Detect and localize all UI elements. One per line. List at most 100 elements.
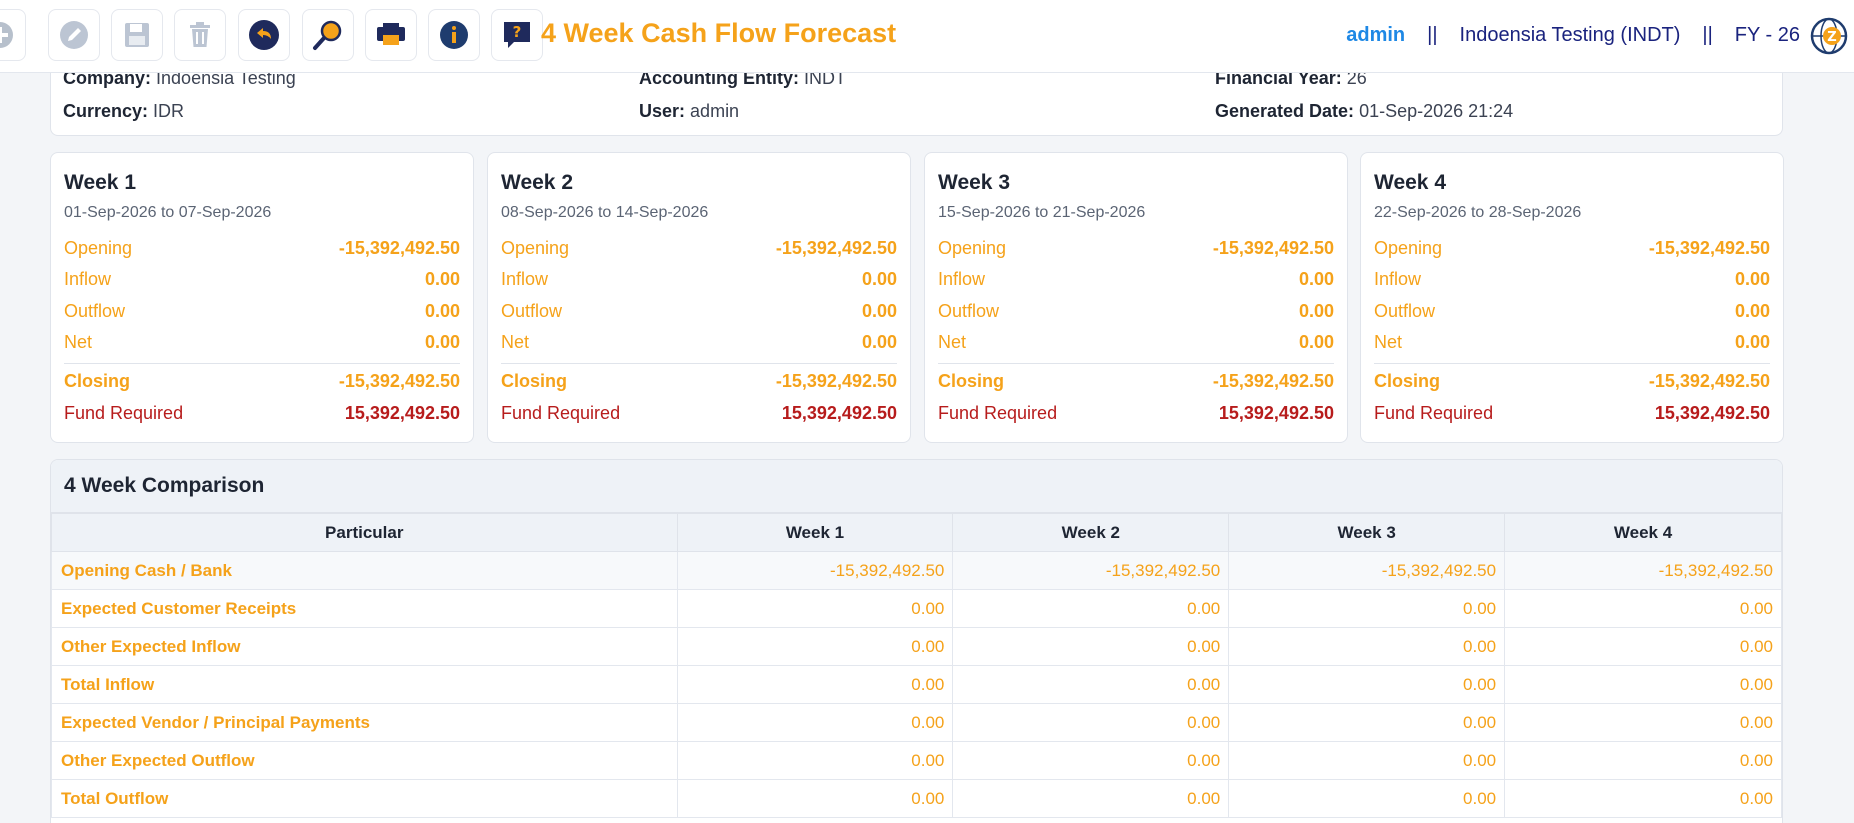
divider [1374,363,1770,364]
generated-date-info: Generated Date: 01-Sep-2026 21:24 [1215,101,1513,122]
week-value-cell: 0.00 [1504,779,1782,818]
week-outflow-value: 0.00 [1298,301,1334,321]
current-entity[interactable]: Indoensia Testing (INDT) [1459,24,1681,46]
back-button[interactable] [238,9,290,61]
week-closing-label: Closing [501,371,567,391]
print-button[interactable] [365,9,417,61]
week-inflow-row: Inflow 0.00 [938,269,1334,290]
week-inflow-value: 0.00 [424,269,460,289]
save-button[interactable] [111,9,163,61]
accounting-entity-label: Accounting Entity: [639,68,799,88]
week-opening-row: Opening -15,392,492.50 [64,238,460,259]
week-value-cell: 0.00 [1504,741,1782,780]
week-card-2: Week 2 08-Sep-2026 to 14-Sep-2026 Opening -… [487,152,911,443]
week-fund-value: 15,392,492.50 [781,403,897,423]
week-outflow-value: 0.00 [861,301,897,321]
week-value-cell: -15,392,492.50 [1228,551,1506,590]
week-fund-row: Fund Required 15,392,492.50 [501,403,897,424]
financial-year-info: Financial Year: 26 [1215,68,1367,89]
column-header: Week 4 [1504,513,1782,552]
particular-cell: Total Inflow [51,665,678,704]
week-opening-label: Opening [938,238,1007,258]
search-icon [313,20,342,50]
week-outflow-row: Outflow 0.00 [501,301,897,322]
week-opening-value: -15,392,492.50 [1212,238,1334,258]
week-opening-row: Opening -15,392,492.50 [501,238,897,259]
globe-icon[interactable]: Z [1810,17,1848,55]
delete-button[interactable] [174,9,226,61]
week-fund-row: Fund Required 15,392,492.50 [64,403,460,424]
week-title: Week 4 [1374,171,1446,194]
info-icon [440,21,468,49]
particular-cell: Expected Customer Receipts [51,589,678,628]
week-net-label: Net [938,332,967,352]
week-opening-value: -15,392,492.50 [1648,238,1770,258]
svg-text:Z: Z [1827,30,1836,45]
week-value-cell: 0.00 [952,589,1230,628]
week-outflow-row: Outflow 0.00 [938,301,1334,322]
current-user-link[interactable]: admin [1346,24,1406,46]
week-net-row: Net 0.00 [64,332,460,353]
week-value-cell: 0.00 [952,665,1230,704]
help-button[interactable]: ? [491,9,543,61]
week-outflow-label: Outflow [64,301,126,321]
week-fund-label: Fund Required [501,403,621,423]
week-closing-row: Closing -15,392,492.50 [1374,371,1770,392]
week-value-cell: 0.00 [1504,703,1782,742]
week-value-cell: 0.00 [1504,627,1782,666]
week-net-value: 0.00 [1298,332,1334,352]
particular-cell: Other Expected Outflow [51,741,678,780]
week-title: Week 2 [501,171,573,194]
svg-text:?: ? [513,23,522,41]
user-value: admin [690,101,740,121]
particular-cell: Opening Cash / Bank [51,551,678,590]
week-net-label: Net [64,332,93,352]
accounting-entity-info: Accounting Entity: INDT [639,68,846,89]
add-button[interactable] [0,9,26,61]
week-value-cell: 0.00 [1228,779,1506,818]
week-inflow-row: Inflow 0.00 [501,269,897,290]
week-closing-value: -15,392,492.50 [775,371,897,391]
session-info: admin || Indoensia Testing (INDT) || FY … [1346,24,1800,47]
table-row: Total Outflow 0.00 0.00 0.00 0.00 [51,779,1782,818]
column-header: Week 3 [1228,513,1506,552]
week-closing-row: Closing -15,392,492.50 [64,371,460,392]
top-toolbar: ? 4 Week Cash Flow Forecast admin || Ind… [0,0,1854,73]
comparison-title: 4 Week Comparison [51,460,1782,513]
divider [64,363,460,364]
week-fund-label: Fund Required [64,403,184,423]
table-row: Other Expected Inflow 0.00 0.00 0.00 0.00 [51,627,1782,666]
week-value-cell: 0.00 [676,703,954,742]
company-value: Indoensia Testing [156,68,296,88]
week-fund-value: 15,392,492.50 [1654,403,1770,423]
week-inflow-row: Inflow 0.00 [1374,269,1770,290]
column-header: Particular [51,513,678,552]
week-outflow-row: Outflow 0.00 [64,301,460,322]
week-value-cell: 0.00 [1228,665,1506,704]
week-opening-label: Opening [501,238,570,258]
separator: || [1702,24,1713,46]
current-fy[interactable]: FY - 26 [1734,24,1800,46]
company-info: Company: Indoensia Testing [63,68,296,89]
search-button[interactable] [302,9,354,61]
week-net-label: Net [501,332,530,352]
week-title: Week 3 [938,171,1010,194]
week-date-range: 22-Sep-2026 to 28-Sep-2026 [1374,204,1582,221]
particular-cell: Expected Vendor / Principal Payments [51,703,678,742]
edit-button[interactable] [48,9,100,61]
column-header: Week 2 [952,513,1230,552]
comparison-card: 4 Week Comparison Particular Week 1 Week… [50,459,1783,823]
divider [938,363,1334,364]
table-header-row: Particular Week 1 Week 2 Week 3 Week 4 [51,513,1782,552]
week-opening-row: Opening -15,392,492.50 [1374,238,1770,259]
help-icon: ? [504,22,530,48]
divider [501,363,897,364]
week-title: Week 1 [64,171,136,194]
week-value-cell: -15,392,492.50 [952,551,1230,590]
week-closing-row: Closing -15,392,492.50 [938,371,1334,392]
week-net-row: Net 0.00 [938,332,1334,353]
delete-icon [190,22,210,47]
week-opening-label: Opening [64,238,133,258]
week-fund-row: Fund Required 15,392,492.50 [1374,403,1770,424]
info-button[interactable] [428,9,480,61]
